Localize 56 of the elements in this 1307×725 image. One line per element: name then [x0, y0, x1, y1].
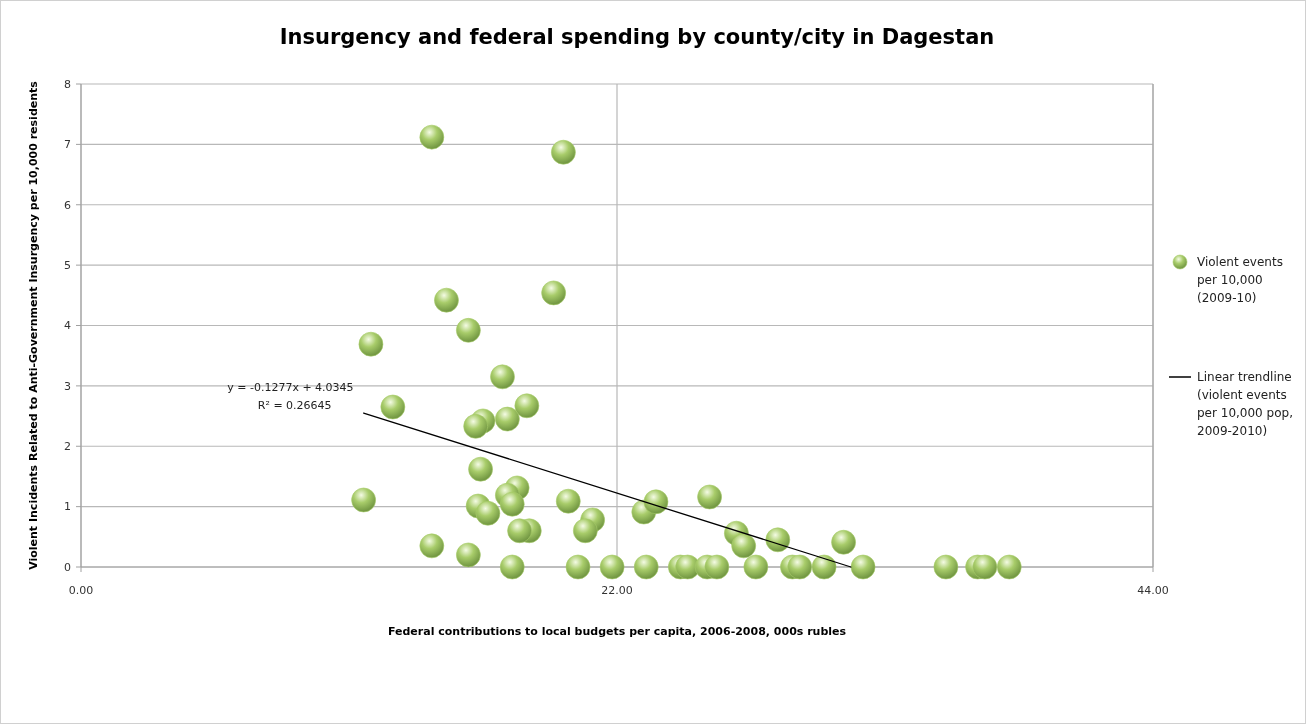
point	[490, 364, 515, 390]
point	[456, 542, 481, 568]
point	[972, 554, 998, 580]
point	[499, 554, 525, 580]
point	[419, 533, 445, 559]
point	[541, 280, 566, 306]
x-tick-label: 0.00	[68, 584, 94, 597]
y-tick-label: 7	[64, 138, 71, 152]
point	[633, 554, 659, 580]
point	[573, 518, 598, 544]
point	[731, 533, 756, 559]
y-tick-label: 5	[64, 258, 71, 272]
point	[643, 489, 669, 515]
point	[475, 500, 501, 526]
y-tick-label: 8	[64, 77, 71, 91]
y-tick-label: 3	[64, 379, 71, 393]
point	[996, 554, 1022, 580]
y-tick-label: 6	[64, 198, 71, 212]
point	[933, 554, 959, 580]
point	[468, 456, 493, 482]
point	[380, 394, 406, 420]
y-tick-label: 0	[64, 560, 71, 574]
y-axis-title: Violent Incidents Related to Anti-Government Insurgency per 10,000 residents	[27, 80, 40, 570]
point	[419, 124, 445, 150]
y-tick-label: 2	[64, 440, 71, 454]
point	[495, 406, 520, 432]
annotation: y = -0.1277x + 4.0345	[227, 381, 354, 395]
point	[811, 554, 837, 580]
x-tick-label: 22.00	[601, 584, 633, 597]
x-tick-label: 44.00	[1137, 584, 1169, 597]
point	[358, 331, 384, 357]
y-tick-label: 4	[64, 319, 71, 333]
point	[555, 488, 581, 514]
point	[765, 527, 791, 553]
point	[831, 529, 856, 555]
point	[697, 484, 722, 510]
point	[850, 554, 876, 580]
legend-label: Linear trendline (violent events per 10,000 pop, 2009-2010)	[1197, 370, 1293, 439]
point	[434, 287, 459, 313]
x-axis-title: Federal contributions to local budgets per capita, 2006-2008, 000s rubles	[387, 625, 847, 638]
point	[499, 491, 525, 517]
annotation: R² = 0.26645	[257, 399, 332, 413]
point	[565, 554, 591, 580]
point	[743, 554, 769, 580]
point	[463, 414, 488, 439]
point	[351, 487, 376, 513]
y-tick-label: 1	[64, 500, 71, 514]
point	[704, 554, 730, 580]
point	[599, 554, 625, 580]
point	[456, 318, 481, 343]
legend-label: Violent events per 10,000 (2009-10)	[1197, 255, 1283, 306]
point	[514, 393, 540, 419]
point	[507, 518, 532, 544]
point	[551, 139, 576, 165]
point	[787, 554, 813, 580]
chart-title: Insurgency and federal spending by county/city in Dagestan	[279, 25, 995, 49]
